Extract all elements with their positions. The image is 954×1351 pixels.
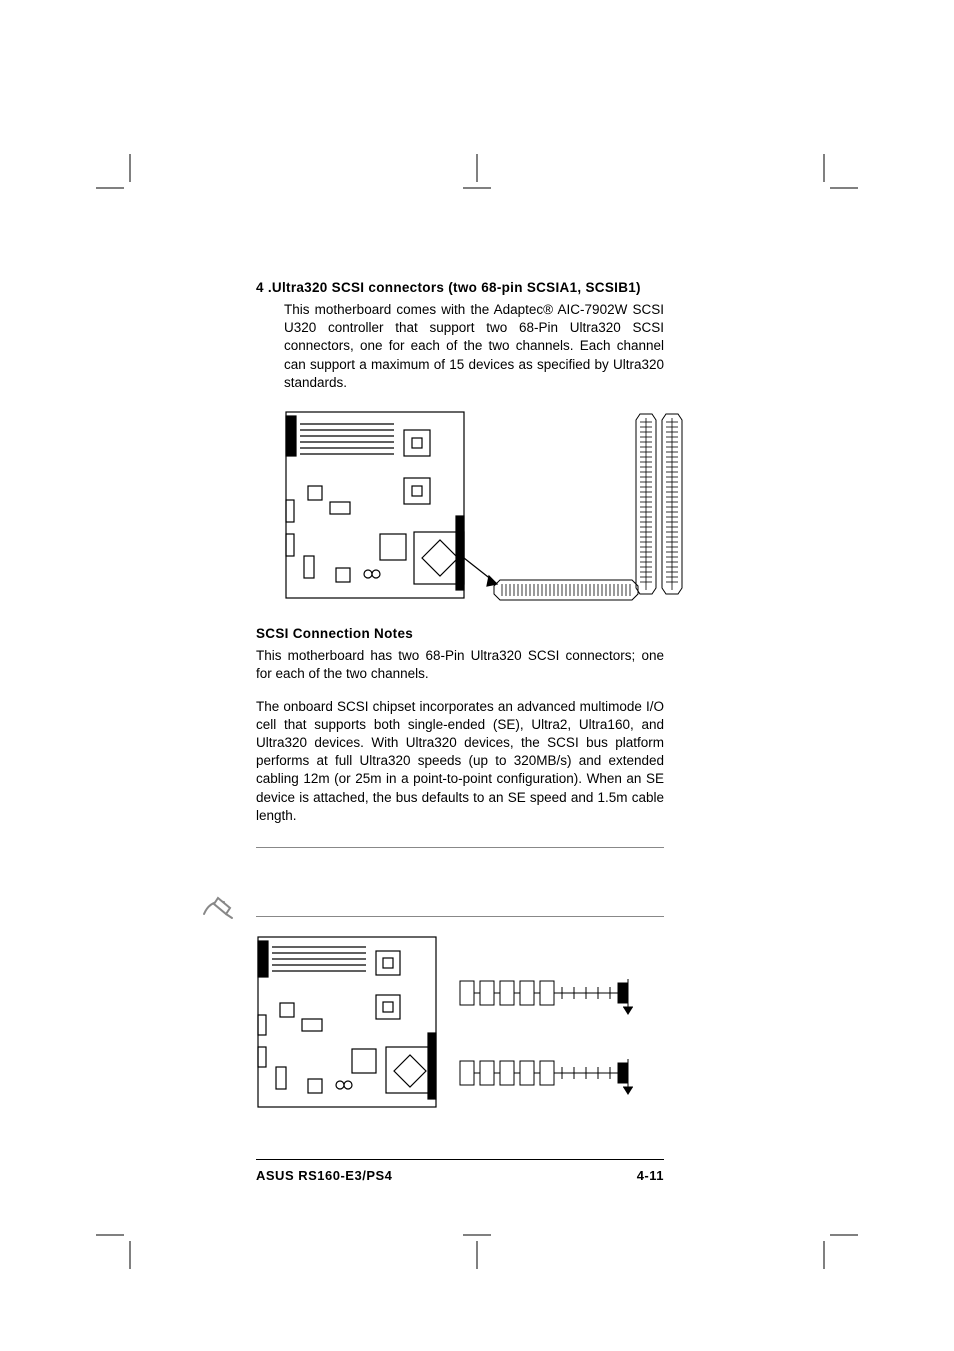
footer-page-number: 4-11 [637,1168,664,1183]
notes-paragraph-1: This motherboard has two 68-Pin Ultra320… [256,647,664,683]
section-title-text: Ultra320 SCSI connectors (two 68-pin SCS… [272,280,641,295]
note-box-space [256,852,664,912]
section-heading: 4 . Ultra320 SCSI connectors (two 68-pin… [256,280,664,295]
note-rule-top [256,847,664,848]
section-intro: This motherboard comes with the Adaptec®… [284,301,664,392]
note-icon [200,894,240,929]
section-number: 4 . [256,280,272,295]
crop-mark-top-right [818,154,858,199]
footer-product: ASUS RS160-E3/PS4 [256,1168,392,1183]
crop-mark-bottom-center [457,1233,497,1274]
motherboard-scsi-connector-diagram [284,408,664,608]
notes-heading: SCSI Connection Notes [256,626,664,641]
scsi-cable-connection-diagram [256,933,664,1118]
crop-mark-top-center [457,154,497,195]
crop-mark-top-left [96,154,136,199]
crop-mark-bottom-right [818,1229,858,1274]
note-rule-bottom [256,916,664,917]
crop-mark-bottom-left [96,1229,136,1274]
page-footer: ASUS RS160-E3/PS4 4-11 [256,1159,664,1183]
page: 4 . Ultra320 SCSI connectors (two 68-pin… [0,0,954,1351]
content-column: 4 . Ultra320 SCSI connectors (two 68-pin… [256,280,664,1118]
notes-paragraph-2: The onboard SCSI chipset incorporates an… [256,698,664,826]
